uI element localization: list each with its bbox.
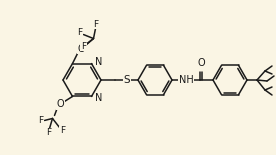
Text: F: F — [46, 128, 51, 137]
Text: N: N — [95, 57, 103, 66]
Text: F: F — [77, 28, 82, 37]
Text: NH: NH — [179, 75, 193, 85]
Text: O: O — [197, 58, 205, 68]
Text: F: F — [93, 20, 98, 29]
Text: F: F — [60, 126, 65, 135]
Text: O: O — [57, 100, 64, 109]
Text: N: N — [95, 93, 103, 103]
Text: S: S — [124, 75, 130, 85]
Text: O: O — [78, 44, 85, 53]
Text: F: F — [81, 42, 86, 51]
Text: F: F — [38, 116, 43, 125]
